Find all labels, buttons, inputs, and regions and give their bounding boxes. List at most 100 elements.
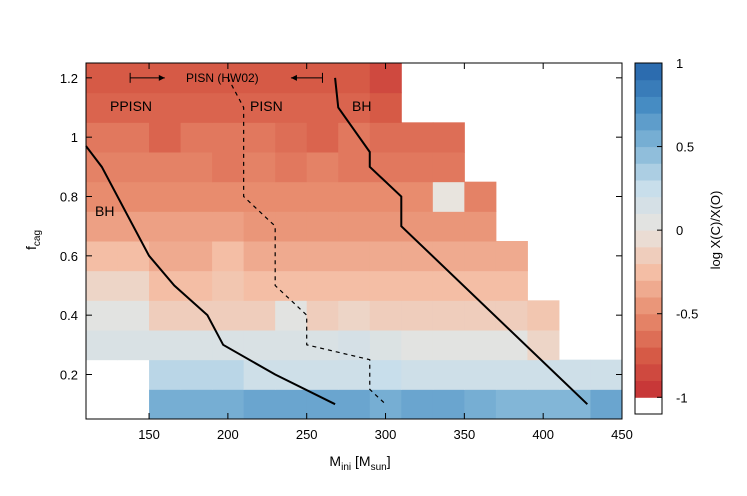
heatmap-cell	[369, 330, 402, 361]
heatmap-cell	[117, 92, 150, 123]
bh-right-boundary-line	[334, 77, 589, 405]
heatmap-cell	[401, 152, 434, 183]
heatmap-cell	[338, 241, 371, 272]
colorbar-segment	[635, 330, 662, 348]
colorbar-segment	[635, 297, 662, 315]
heatmap-cell	[243, 270, 276, 301]
colorbar-segment	[635, 380, 662, 398]
colorbar-segment	[635, 113, 662, 131]
x-tick-label: 400	[532, 427, 554, 442]
colorbar-tick-label: 1	[676, 56, 683, 71]
heatmap-cell	[117, 300, 150, 331]
heatmap-cell	[212, 181, 245, 212]
heatmap-cell	[180, 92, 213, 123]
heatmap-cell	[149, 359, 182, 390]
colorbar-tick-label: 0	[676, 223, 683, 238]
axis-labels: Mini [Msun] fcag log X(C)/X(O)	[23, 191, 723, 473]
heatmap-cell	[464, 359, 497, 390]
x-axis: 150 200 250 300 350 400 450	[138, 63, 633, 442]
colorbar-segment	[635, 213, 662, 231]
colorbar-segment	[635, 246, 662, 265]
heatmap-cell	[495, 330, 528, 361]
heatmap-cell	[590, 389, 623, 420]
heatmap-cell	[338, 330, 371, 361]
heatmap-cell	[212, 211, 245, 242]
heatmap-cell	[243, 92, 276, 123]
heatmap-cell	[86, 92, 119, 123]
x-tick-label: 300	[375, 427, 397, 442]
heatmap-cell	[86, 270, 119, 301]
heatmap-cell	[212, 241, 245, 272]
heatmap-cell	[495, 359, 528, 390]
heatmap-cell	[243, 122, 276, 153]
heatmap-cell	[243, 211, 276, 242]
heatmap-cell	[180, 181, 213, 212]
heatmap-cell	[149, 330, 182, 361]
colorbar-segment	[635, 96, 662, 114]
heatmap-cell	[275, 152, 308, 183]
heatmap-cell	[401, 122, 434, 153]
colorbar-segment	[635, 163, 662, 181]
colorbar-segment	[635, 63, 662, 81]
heatmap-cell	[369, 92, 402, 123]
heatmap-cell	[338, 300, 371, 331]
heatmap-cell	[432, 330, 465, 361]
annotations: PPISN PISN PISN (HW02) BH BH	[95, 71, 371, 219]
colorbar-segment	[635, 79, 662, 97]
boundary-curves	[85, 72, 589, 406]
heatmap-cell	[432, 181, 465, 212]
heatmap-cell	[464, 241, 497, 272]
heatmap-cell	[275, 241, 308, 272]
label-pisn-hw02: PISN (HW02)	[186, 71, 259, 85]
heatmap-cells	[86, 63, 623, 420]
y-axis: 0.2 0.4 0.6 0.8 1 1.2	[60, 71, 622, 383]
heatmap-cell	[86, 330, 119, 361]
heatmap-cell	[306, 181, 339, 212]
heatmap-cell	[464, 330, 497, 361]
colorbar-segment	[635, 313, 662, 331]
plot-frame	[85, 62, 623, 420]
heatmap-cell	[180, 389, 213, 420]
colorbar-tick-label: -1	[676, 390, 688, 405]
heatmap-cell	[401, 330, 434, 361]
heatmap-cell	[432, 389, 465, 420]
heatmap-cell	[117, 330, 150, 361]
heatmap-cell	[149, 122, 182, 153]
label-pisn: PISN	[250, 98, 283, 114]
heatmap-cell	[212, 270, 245, 301]
heatmap-cell	[369, 300, 402, 331]
heatmap-cell	[527, 330, 560, 361]
colorbar-segment	[635, 280, 662, 298]
heatmap-cell	[464, 389, 497, 420]
x-tick-label: 350	[454, 427, 476, 442]
heatmap-cell	[306, 92, 339, 123]
heatmap-cell	[401, 389, 434, 420]
heatmap-cell	[306, 330, 339, 361]
heatmap-cell	[558, 359, 591, 390]
heatmap-cell	[212, 152, 245, 183]
heatmap-cell	[369, 152, 402, 183]
x-tick-label: 450	[611, 427, 633, 442]
heatmap-cell	[464, 300, 497, 331]
heatmap-cell	[369, 241, 402, 272]
heatmap-cell	[180, 241, 213, 272]
y-tick-label: 0.2	[60, 368, 78, 383]
bh-left-boundary-line	[85, 145, 336, 406]
heatmap-cell	[338, 63, 371, 94]
heatmap-cell	[306, 300, 339, 331]
heatmap-cell	[401, 241, 434, 272]
heatmap-cell	[212, 300, 245, 331]
heatmap-cell	[432, 122, 465, 153]
heatmap-cell	[243, 389, 276, 420]
plot-border	[85, 62, 623, 420]
heatmap-cell	[369, 211, 402, 242]
heatmap-cell	[149, 211, 182, 242]
arrow-right-head	[158, 74, 165, 81]
heatmap-cell	[369, 270, 402, 301]
heatmap-cell	[306, 270, 339, 301]
colorbar-tick-label: 0.5	[676, 140, 694, 155]
heatmap-cell	[432, 300, 465, 331]
heatmap-cell	[275, 211, 308, 242]
heatmap-cell	[432, 152, 465, 183]
heatmap-cell	[86, 211, 119, 242]
